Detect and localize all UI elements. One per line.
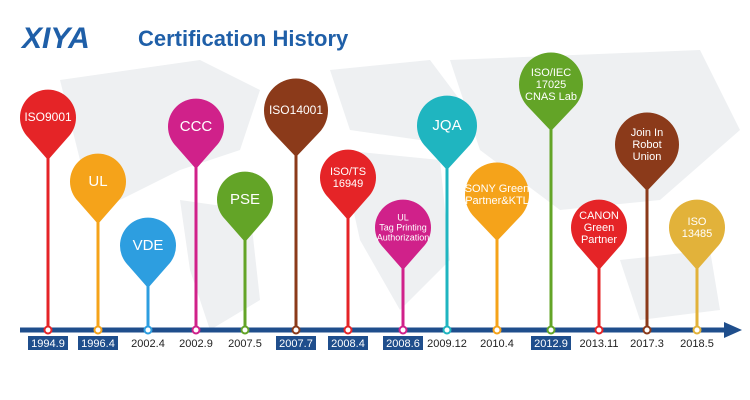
bubble	[615, 112, 679, 191]
milestone-label: CANON	[579, 210, 619, 222]
date-box	[531, 336, 571, 350]
timeline-dot	[642, 325, 652, 335]
bubble	[375, 199, 432, 270]
timeline-dot	[398, 325, 408, 335]
bubble	[70, 153, 126, 224]
milestone-label: Robot	[632, 139, 661, 151]
milestone-label: Partner&KTL	[465, 195, 529, 207]
timeline-dot	[492, 325, 502, 335]
timeline-dot	[546, 325, 556, 335]
date-box	[276, 336, 316, 350]
bubble	[264, 78, 328, 157]
date-box	[383, 336, 423, 350]
milestone-label: ISO/TS	[330, 166, 366, 178]
milestone-date: 1994.9	[31, 338, 65, 350]
timeline-dot	[143, 325, 153, 335]
milestone-label: VDE	[133, 237, 164, 254]
title: Certification History	[138, 26, 349, 51]
milestone-date: 2007.5	[228, 338, 262, 350]
milestone-date: 2018.5	[680, 338, 714, 350]
date-box	[78, 336, 118, 350]
timeline-dot	[442, 325, 452, 335]
milestone-label: SONY Green	[465, 183, 530, 195]
milestone-date: 2009.12	[427, 338, 467, 350]
milestone-date: 2008.6	[386, 338, 420, 350]
milestone-date: 2013.11	[580, 338, 619, 350]
timeline-dot	[291, 325, 301, 335]
milestone-label: ISO14001	[269, 103, 323, 117]
timeline-dot	[692, 325, 702, 335]
milestone-date: 1996.4	[81, 338, 115, 350]
timeline-dot	[594, 325, 604, 335]
milestone-label: ISO9001	[24, 110, 72, 124]
milestone-date: 2002.9	[179, 338, 213, 350]
timeline-dot	[240, 325, 250, 335]
bubble	[519, 52, 583, 131]
milestone-label: UL	[397, 212, 409, 222]
world-map	[60, 50, 740, 330]
bubble	[20, 89, 77, 160]
bubble	[216, 171, 273, 242]
milestone-date: 2008.4	[331, 338, 365, 350]
timeline-dot	[191, 325, 201, 335]
milestone-label: Tag Printing	[379, 222, 427, 232]
milestone-label: ISO/IEC	[531, 67, 571, 79]
milestone-label: Partner	[581, 234, 617, 246]
timeline-dot	[43, 325, 53, 335]
milestone-label: PSE	[230, 191, 260, 208]
milestone-label: 17025	[536, 79, 567, 91]
timeline-dot	[343, 325, 353, 335]
milestone-label: CNAS Lab	[525, 91, 577, 103]
date-box	[28, 336, 68, 350]
bubble	[417, 95, 477, 170]
logo: XIYA	[20, 22, 90, 55]
milestone-label: UL	[88, 173, 107, 190]
bubble	[320, 149, 376, 220]
bubble	[465, 162, 529, 241]
milestone-date: 2017.3	[630, 338, 664, 350]
milestone-label: JQA	[432, 117, 461, 134]
bubble	[669, 199, 725, 270]
milestone-label: Union	[633, 151, 662, 163]
bubble	[168, 98, 225, 169]
milestone-date: 2012.9	[534, 338, 568, 350]
milestone-label: CCC	[180, 118, 213, 135]
date-box	[328, 336, 368, 350]
bubble	[571, 199, 627, 270]
milestone-label: ISO	[688, 216, 707, 228]
milestone-label: Join In	[631, 127, 663, 139]
timeline-dot	[93, 325, 103, 335]
milestone-date: 2007.7	[279, 338, 313, 350]
milestone-date: 2010.4	[480, 338, 514, 350]
milestone-label: 13485	[682, 228, 713, 240]
milestone-label: Authorization	[377, 232, 430, 242]
milestone-date: 2002.4	[131, 338, 165, 350]
bubble	[120, 217, 176, 288]
milestone-label: 16949	[333, 178, 364, 190]
milestone-label: Green	[584, 222, 615, 234]
timeline-arrow	[724, 322, 742, 338]
